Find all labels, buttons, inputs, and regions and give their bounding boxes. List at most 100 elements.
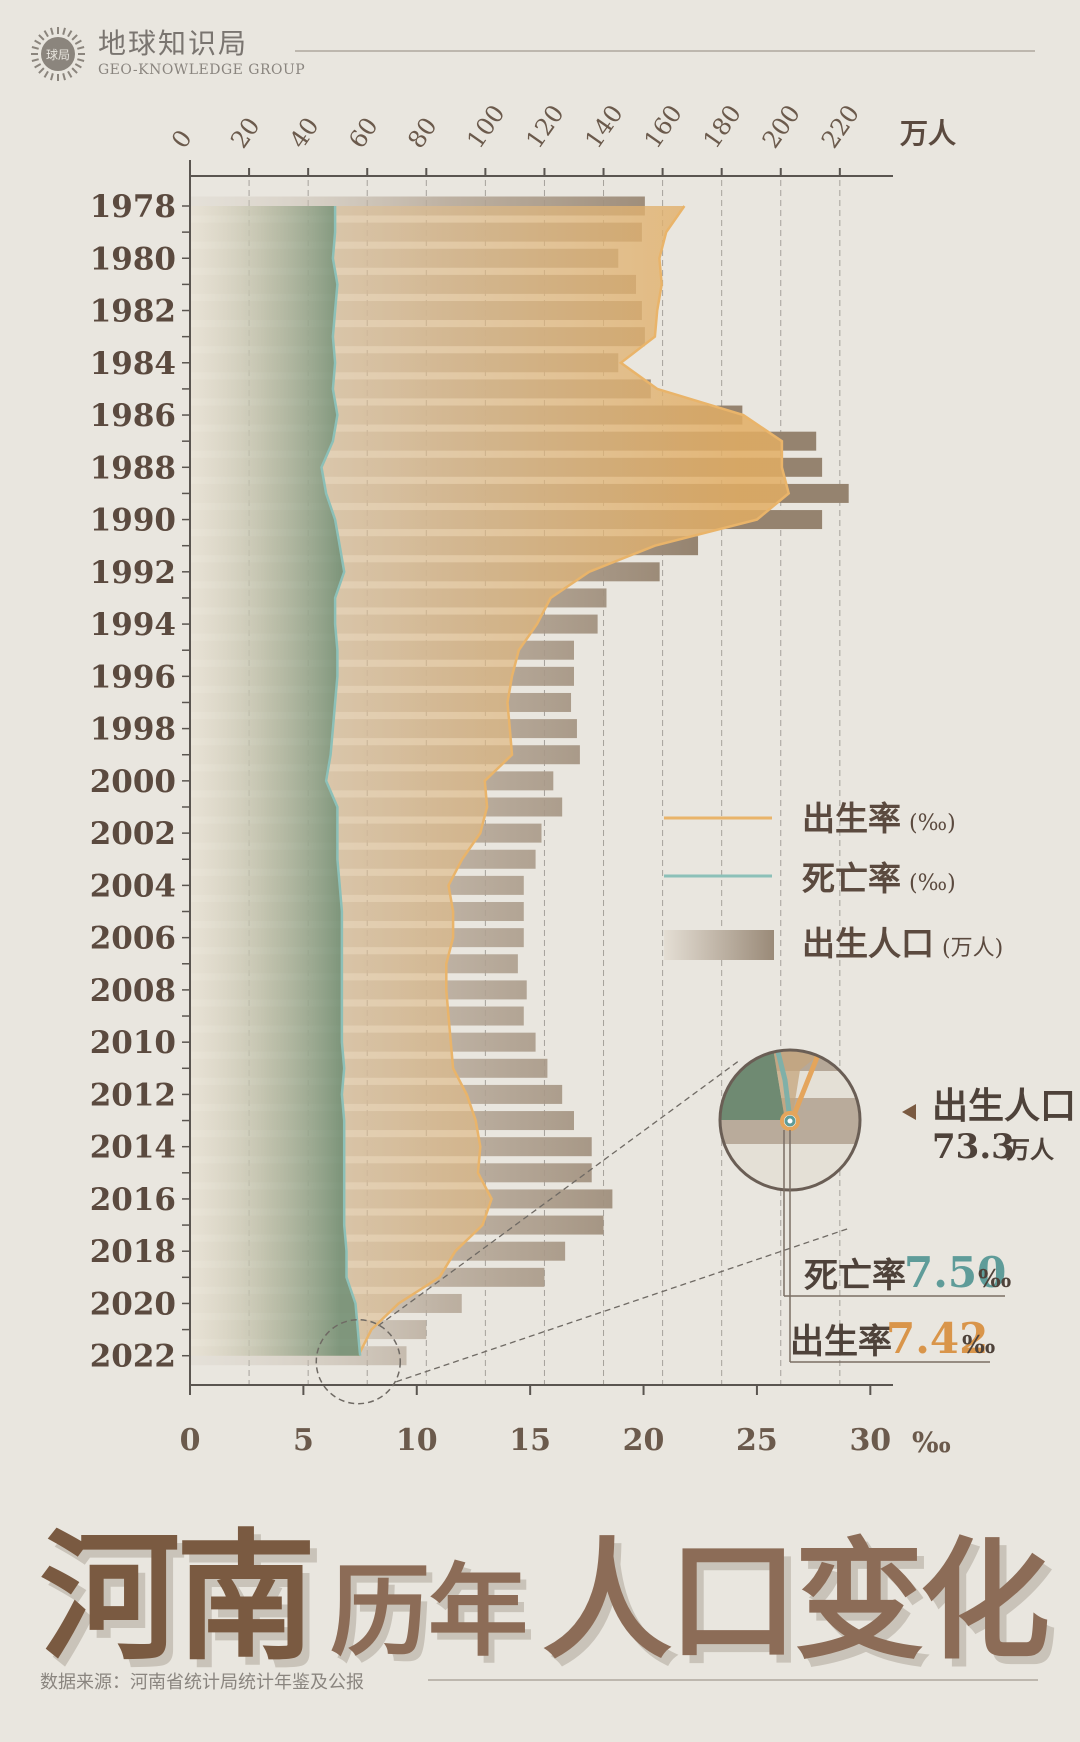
bottom-tick-label: 15 (509, 1423, 551, 1458)
bottom-tick-label: 20 (623, 1423, 665, 1458)
zoom-lens-content (720, 1050, 860, 1190)
population-chart: 0 20 40 60 80 100 120 140 160 180 200 220 万人0 5 10 15 20… (90, 100, 1076, 1459)
logo-ray (50, 73, 54, 81)
brand-name: 地球知识局 (98, 27, 249, 60)
top-tick-label: 200 (757, 100, 806, 154)
year-label: 2008 (90, 973, 176, 1009)
year-label: 1978 (90, 189, 176, 225)
legend-swatch-births (664, 930, 774, 960)
bottom-axis-unit: ‰ (912, 1426, 951, 1459)
zoom-death-line (767, 1050, 793, 1121)
zoom-bar-pointer (902, 1104, 916, 1120)
callout-birth-unit: ‰ (962, 1330, 995, 1359)
year-label: 1992 (90, 555, 176, 591)
logo-ray (71, 34, 78, 41)
logo-ray (43, 70, 49, 78)
legend-label: 出生人口 (万人) (802, 924, 1003, 963)
year-label: 2002 (90, 816, 176, 852)
year-label: 1986 (90, 398, 176, 434)
logo-icon: 球局 (30, 26, 86, 82)
callout-birth-value: 7.42 (886, 1314, 988, 1363)
year-label: 2000 (90, 764, 176, 800)
year-label: 2012 (90, 1077, 176, 1113)
legend-unit: (‰) (909, 871, 956, 896)
zoom-point-inner (784, 1115, 796, 1127)
title-province: 河南 (40, 1516, 316, 1680)
callout-death-label: 死亡率 (804, 1256, 906, 1296)
year-label: 2010 (90, 1025, 176, 1061)
year-label: 1990 (90, 503, 176, 539)
top-tick-label: 80 (402, 112, 442, 153)
legend-unit: (万人) (942, 936, 1003, 961)
data-source: 数据来源：河南省统计局统计年鉴及公报 (40, 1672, 364, 1693)
bottom-tick-label: 25 (736, 1423, 778, 1458)
logo-text: 球局 (46, 48, 70, 62)
top-tick-label: 100 (461, 100, 510, 154)
birth-rate-line (357, 205, 791, 1357)
logo-ray (77, 46, 85, 50)
year-label: 2022 (90, 1339, 176, 1375)
year-label: 1996 (90, 659, 176, 695)
logo-ray (31, 46, 39, 50)
zoom-death-area (720, 1050, 785, 1120)
year-label: 1998 (90, 712, 176, 748)
logo-ray (71, 67, 78, 74)
logo-ray (38, 34, 45, 41)
logo-ray (67, 30, 73, 38)
legend-label: 死亡率 (‰) (802, 859, 956, 898)
bottom-tick-label: 10 (396, 1423, 438, 1458)
zoom-source-circle (315, 1318, 402, 1405)
logo-ray (43, 30, 49, 38)
callout-death-value: 7.50 (904, 1248, 1006, 1297)
year-label: 2018 (90, 1234, 176, 1270)
logo-ray (62, 73, 66, 81)
footer-divider (428, 1679, 1038, 1681)
page-title: 河南 历年 人口变化 (40, 1485, 1050, 1680)
bottom-tick-label: 5 (293, 1423, 314, 1458)
callout-birth-label: 出生率 (790, 1322, 892, 1362)
year-label: 2014 (90, 1130, 176, 1166)
callout-births-value: 73.3 (932, 1127, 1015, 1167)
bottom-tick-label: 0 (180, 1423, 201, 1458)
top-tick-label: 220 (816, 100, 865, 154)
logo-ray (77, 58, 85, 62)
callout-death-unit: ‰ (978, 1264, 1011, 1293)
legend-unit: (‰) (909, 811, 956, 836)
zoom-birth-area (770, 1050, 850, 1120)
logo-ray (34, 39, 42, 45)
death-rate-area (190, 206, 361, 1356)
year-label: 2020 (90, 1286, 176, 1322)
brand-name-english: GEO-KNOWLEDGE GROUP (98, 62, 306, 78)
logo-ray (50, 27, 54, 35)
header-divider (295, 50, 1035, 52)
logo-ray (74, 39, 82, 45)
logo-ray (34, 63, 42, 69)
logo-ray (67, 70, 73, 78)
top-tick-label: 120 (520, 100, 569, 154)
top-tick-label: 60 (343, 112, 383, 153)
year-label: 2016 (90, 1182, 176, 1218)
bottom-tick-label: 30 (849, 1423, 891, 1458)
year-label: 1988 (90, 450, 176, 486)
top-axis-unit: 万人 (900, 117, 956, 150)
zoom-connector-top (377, 1059, 741, 1327)
year-label: 1984 (90, 346, 176, 382)
year-label: 2004 (90, 868, 176, 904)
axes: 0 20 40 60 80 100 120 140 160 180 200 220 万人0 5 10 15 20… (90, 100, 956, 1459)
rate-areas (190, 205, 791, 1357)
top-tick-label: 0 (166, 125, 198, 154)
top-tick-label: 40 (284, 112, 324, 153)
year-label: 1982 (90, 294, 176, 330)
logo-ray (62, 27, 66, 35)
title-years: 历年 (330, 1552, 528, 1670)
death-rate-line (320, 206, 362, 1356)
legend: 出生率 (‰) 死亡率 (‰) 出生人口 (万人) (664, 799, 1003, 963)
callout-births-label: 出生人口 (932, 1085, 1076, 1127)
logo-ray (31, 58, 39, 62)
logo-ray (38, 67, 45, 74)
zoom-birth-line (789, 1050, 860, 1121)
title-subject: 人口变化 (542, 1524, 1050, 1677)
callout-births-unit: 万人 (1006, 1135, 1054, 1164)
year-label: 1994 (90, 607, 176, 643)
